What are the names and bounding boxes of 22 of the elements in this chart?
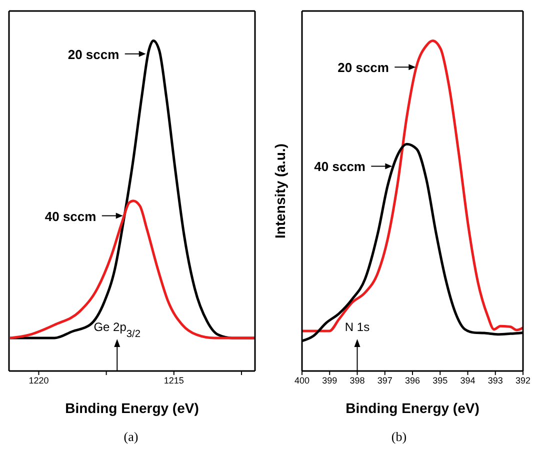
x-tick-label: 394 (460, 375, 476, 386)
annotation: 20 sccm (68, 46, 120, 62)
text: (b) (390, 429, 408, 445)
ref-line-label: N 1s (344, 320, 370, 334)
x-tick-label: 400 (294, 375, 310, 386)
annotation: 20 sccm (338, 60, 389, 76)
x-tick-label: 396 (404, 375, 420, 386)
x-tick-label: 395 (432, 375, 448, 386)
annotation: 40 sccm (314, 159, 366, 174)
text: (a) (122, 429, 140, 445)
x-tick-label: 1220 (28, 375, 49, 386)
annotation: 40 sccm (44, 208, 96, 224)
x-axis-title: Binding Energy (eV) (346, 400, 480, 416)
x-tick-label: 397 (377, 375, 392, 386)
x-axis-title: Binding Energy (eV) (65, 400, 199, 416)
x-tick-label: 398 (350, 375, 365, 386)
x-tick-label: 1215 (164, 375, 184, 386)
y-axis-title: Intensity (a.u.) (272, 144, 288, 238)
x-tick-label: 392 (515, 375, 531, 386)
x-tick-label: 399 (322, 375, 338, 386)
ref-line-label: Ge 2p$_{3/2}$ (94, 320, 141, 340)
x-tick-label: 393 (488, 375, 503, 386)
